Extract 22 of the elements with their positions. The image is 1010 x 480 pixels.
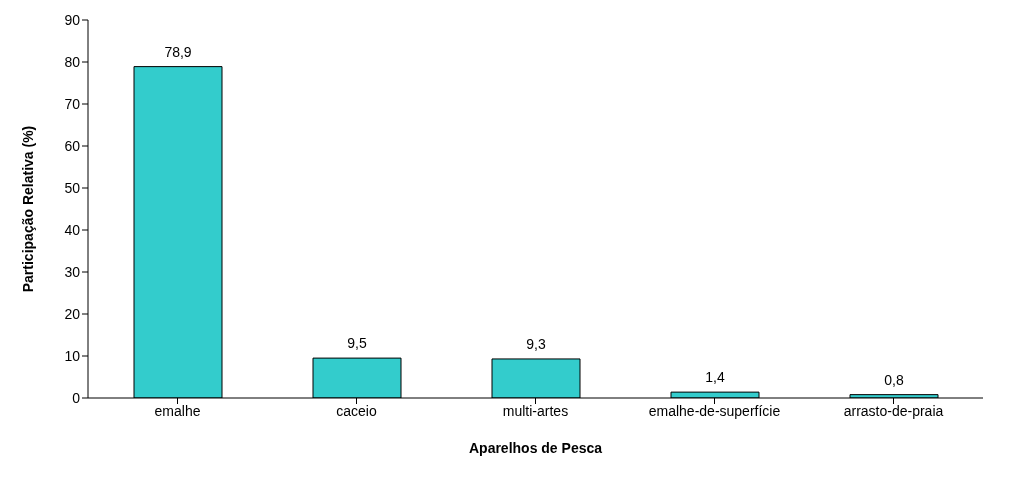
y-axis-title: Participação Relativa (%)	[19, 125, 36, 293]
y-tick-label: 80	[64, 53, 81, 70]
x-tick-label: emalhe	[154, 402, 201, 419]
data-label: 0,8	[884, 371, 904, 388]
y-tick-label: 20	[64, 305, 81, 322]
y-tick-label: 50	[64, 179, 81, 196]
data-label: 9,5	[347, 335, 367, 352]
y-tick-label: 30	[64, 263, 81, 280]
y-tick-label: 70	[64, 95, 81, 112]
x-tick-label: multi-artes	[502, 402, 569, 419]
x-tick-label: emalhe-de-superfície	[648, 402, 781, 419]
y-tick-label: 40	[64, 221, 81, 238]
x-tick-label: arrasto-de-praia	[843, 402, 944, 419]
x-axis-title: Aparelhos de Pesca	[468, 440, 603, 456]
y-tick-label: 0	[72, 389, 81, 406]
y-tick-label: 10	[64, 347, 81, 364]
data-label: 78,9	[164, 43, 192, 60]
x-tick-label: caceio	[336, 402, 377, 419]
y-tick-label: 60	[64, 137, 81, 154]
data-label: 9,3	[526, 335, 546, 352]
y-tick-label: 90	[64, 11, 81, 28]
data-label: 1,4	[705, 369, 725, 386]
